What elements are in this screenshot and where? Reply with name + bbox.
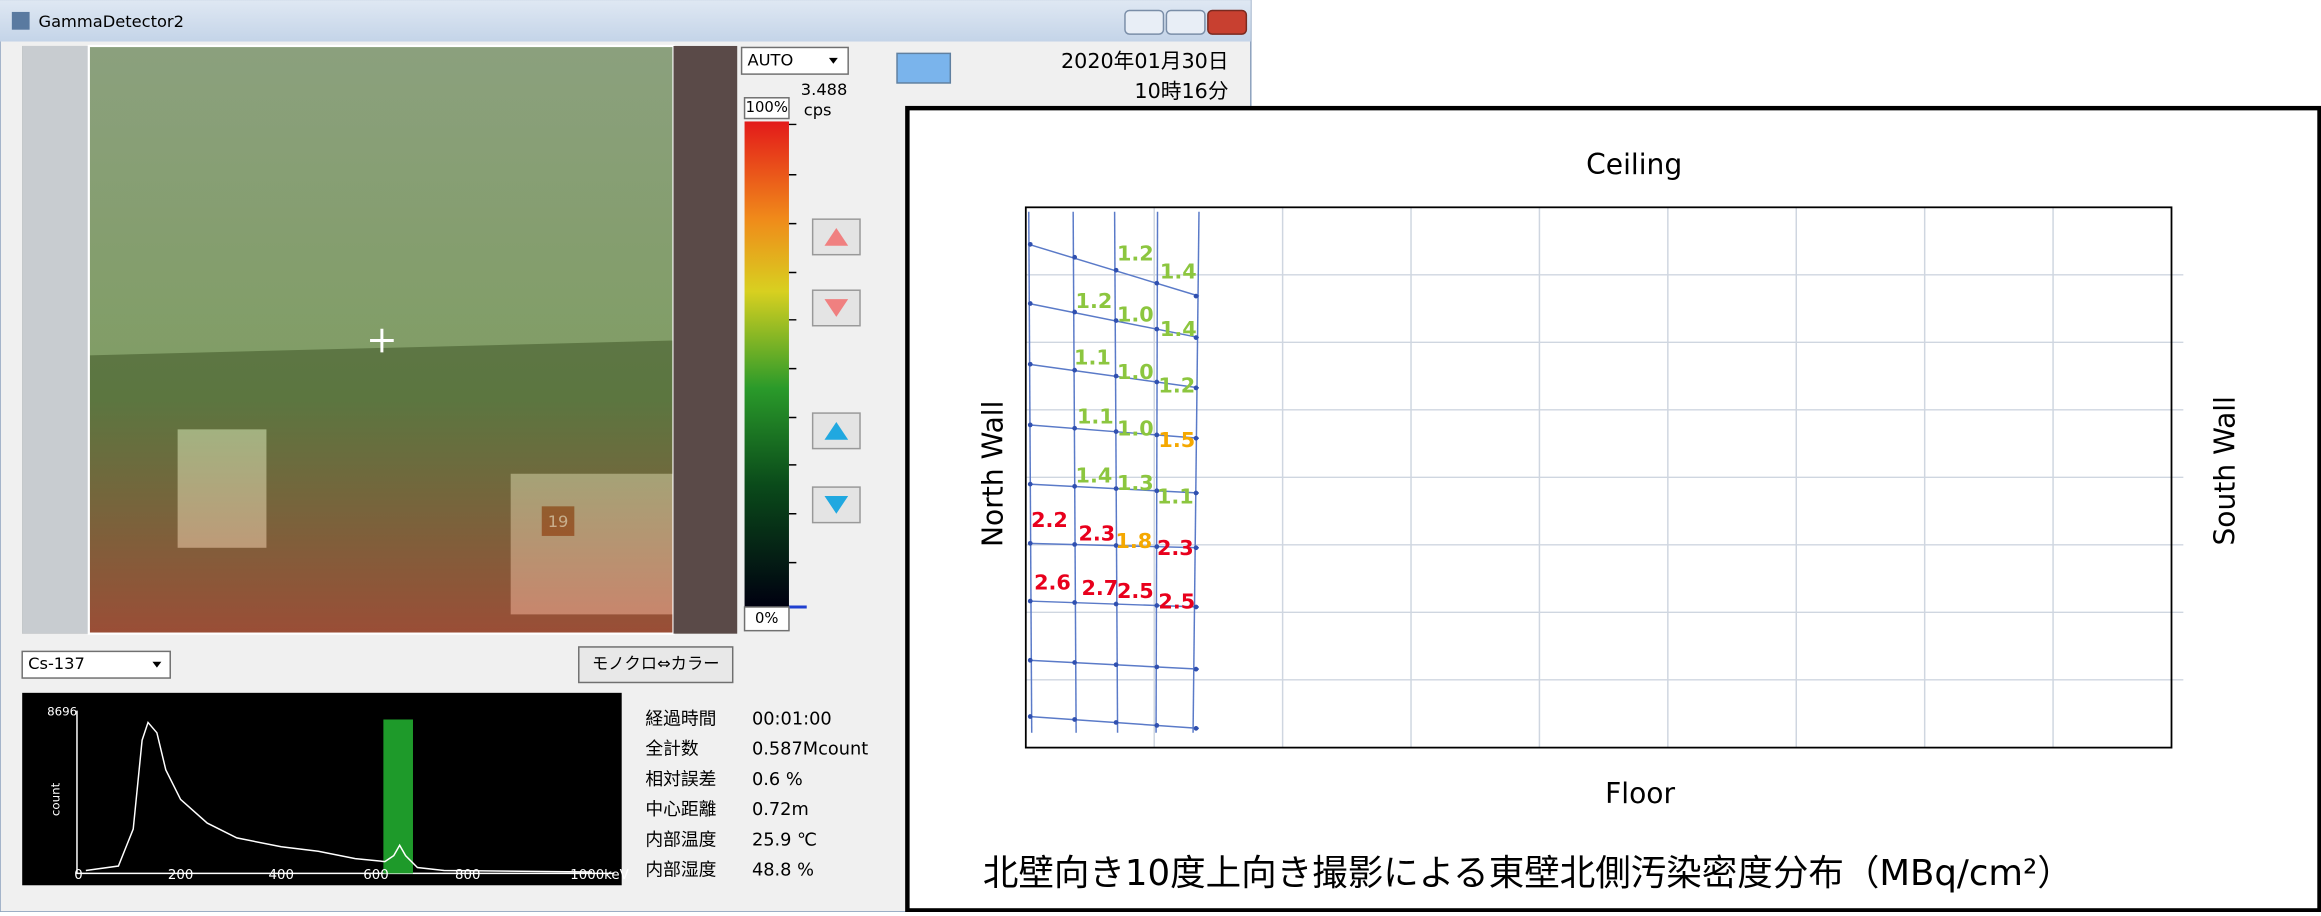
value-label: 1.8: [1116, 529, 1153, 553]
title-bar: [0, 0, 1251, 41]
spectrum-tick: 400: [269, 868, 294, 883]
value-label: 1.1: [1077, 405, 1114, 429]
value-label: 2.2: [1031, 508, 1068, 532]
close-button[interactable]: [1208, 10, 1246, 34]
stat-value: 0.72m: [752, 800, 809, 820]
mesh-point: [1028, 482, 1033, 487]
image-edge: [674, 46, 738, 634]
mesh-point: [1028, 242, 1033, 247]
value-label: 1.4: [1160, 317, 1197, 341]
app-icon: [12, 12, 30, 30]
date: 2020年01月30日: [1061, 49, 1229, 73]
caption: 北壁向き10度上向き撮影による東壁北側汚染密度分布（MBq/cm²）: [983, 853, 2073, 894]
rate-unit: cps: [804, 101, 832, 120]
value-label: 1.0: [1117, 302, 1154, 326]
value-label: 1.5: [1158, 428, 1195, 452]
window-title: GammaDetector2: [38, 12, 183, 31]
mesh-point: [1028, 301, 1033, 306]
value-label: 1.2: [1158, 373, 1195, 397]
status-button[interactable]: [897, 53, 950, 83]
page: GammaDetector2 19 AUTO 3.488 cps 100% 0%…: [0, 0, 2321, 912]
mesh-point: [1114, 662, 1119, 667]
scale-min: 0%: [755, 610, 778, 627]
stat-value: 00:01:00: [752, 709, 832, 729]
stat-label: 中心距離: [645, 799, 716, 820]
value-label: 1.3: [1117, 471, 1154, 495]
mesh-point: [1072, 717, 1077, 722]
color-scale: [745, 121, 789, 607]
value-label: 1.1: [1074, 345, 1111, 369]
spectrum-tick: 0: [74, 868, 82, 883]
value-label: 1.1: [1157, 484, 1194, 508]
mesh-point: [1194, 667, 1199, 672]
spectrum-ylabel: count: [49, 782, 63, 816]
value-label: 1.2: [1117, 242, 1154, 266]
spectrum-tick: 1000keV: [570, 868, 628, 883]
value-label: 2.7: [1081, 576, 1118, 600]
mesh-point: [1154, 723, 1159, 728]
mesh-point: [1154, 327, 1159, 332]
value-label: 1.4: [1160, 259, 1197, 283]
mesh-point: [1114, 720, 1119, 725]
stat-value: 0.587Mcount: [752, 740, 868, 760]
mesh-point: [1072, 660, 1077, 665]
isotope-value: Cs-137: [28, 654, 85, 673]
spectrum-ymax: 8696: [47, 705, 77, 719]
stat-label: 内部湿度: [645, 859, 716, 880]
bottom-label: Floor: [1605, 777, 1675, 810]
mesh-point: [1028, 658, 1033, 663]
mode-value: AUTO: [748, 50, 794, 69]
value-label: 1.4: [1076, 464, 1113, 488]
value-label: 2.3: [1078, 521, 1115, 545]
mesh-point: [1028, 423, 1033, 428]
value-label: 2.5: [1158, 590, 1195, 614]
scale-max: 100%: [746, 99, 788, 116]
mesh-point: [1114, 268, 1119, 273]
spectrum-tick: 800: [455, 868, 480, 883]
stat-value: 48.8 %: [752, 860, 814, 880]
mesh-point: [1028, 599, 1033, 604]
minimize-button[interactable]: [1125, 10, 1163, 34]
stat-label: 経過時間: [645, 708, 716, 729]
stat-label: 全計数: [645, 739, 699, 760]
mesh-point: [1028, 714, 1033, 719]
mesh-point: [1072, 542, 1077, 547]
roi-band: [383, 719, 413, 873]
mesh-point: [1028, 362, 1033, 367]
screen: GammaDetector2 19 AUTO 3.488 cps 100% 0%…: [0, 0, 2321, 912]
button-label: モノクロ⇔カラー: [592, 654, 720, 673]
stat-value: 25.9 ℃: [752, 830, 817, 850]
mesh-point: [1194, 294, 1199, 299]
time: 10時16分: [1134, 79, 1228, 103]
mesh-point: [1194, 726, 1199, 731]
mesh-point: [1072, 255, 1077, 260]
right-label: South Wall: [2208, 396, 2241, 545]
mesh-point: [1028, 541, 1033, 546]
value-label: 1.2: [1076, 289, 1113, 313]
top-label: Ceiling: [1586, 148, 1682, 181]
value-label: 2.5: [1117, 579, 1154, 603]
mesh-point: [1072, 600, 1077, 605]
maximize-button[interactable]: [1166, 10, 1204, 34]
mesh-point: [1154, 281, 1159, 286]
stat-label: 内部温度: [645, 829, 716, 850]
stat-label: 相対誤差: [645, 769, 716, 790]
spectrum-tick: 200: [168, 868, 193, 883]
stat-value: 0.6 %: [752, 770, 803, 790]
spectrum-tick: 600: [363, 868, 388, 883]
image-edge: [22, 46, 89, 634]
mesh-point: [1154, 665, 1159, 670]
rate-value: 3.488: [801, 80, 848, 99]
left-label: North Wall: [977, 401, 1010, 547]
mesh-point: [1194, 545, 1199, 550]
value-label: 1.0: [1117, 360, 1154, 384]
mesh-point: [1194, 491, 1199, 496]
value-label: 2.3: [1157, 536, 1194, 560]
value-label: 2.6: [1034, 570, 1071, 594]
spectrum-panel: [22, 693, 621, 885]
value-label: 1.0: [1117, 416, 1154, 440]
